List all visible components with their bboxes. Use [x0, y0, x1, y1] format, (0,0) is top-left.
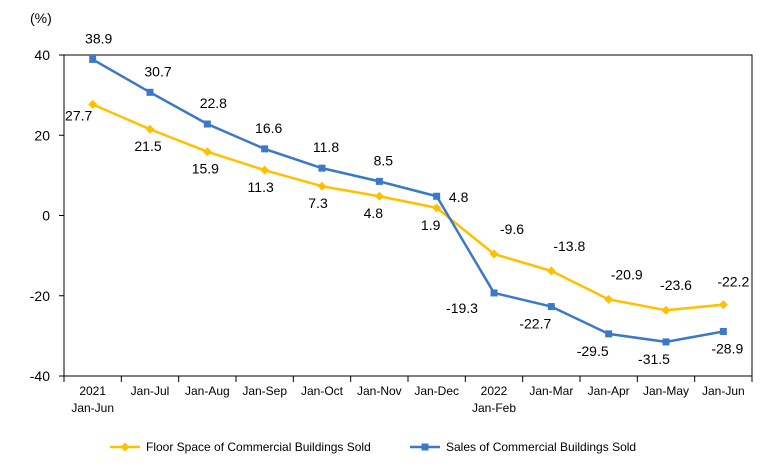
x-tick-label: Jan-Sep [242, 384, 287, 398]
x-tick-label: Jan-Nov [357, 384, 402, 398]
data-label: -19.3 [446, 300, 478, 316]
data-label: -23.6 [660, 277, 692, 293]
data-point-diamond [718, 300, 728, 310]
data-label: 22.8 [200, 95, 227, 111]
data-point-square [490, 289, 498, 297]
legend-marker-square [421, 443, 429, 451]
data-point-square [261, 145, 269, 153]
x-tick-label: Jan-Apr [588, 384, 630, 398]
data-point-square [547, 303, 555, 311]
data-point-square [605, 330, 613, 338]
x-tick-label: Jan-Aug [185, 384, 230, 398]
data-point-diamond [260, 165, 270, 175]
data-label: -28.9 [711, 340, 743, 356]
data-point-diamond [317, 181, 327, 191]
x-tick-label: Jan-Jun [702, 384, 745, 398]
data-label: -22.2 [717, 274, 749, 290]
y-axis-unit-label: (%) [30, 10, 52, 26]
series-line [92, 103, 724, 312]
data-label: 38.9 [85, 30, 112, 46]
data-label: 11.8 [313, 139, 339, 155]
data-label: -13.8 [553, 238, 585, 254]
data-label: 21.5 [134, 138, 161, 154]
data-label: 15.9 [192, 161, 219, 177]
data-label: 1.9 [421, 217, 441, 233]
data-label: 30.7 [144, 63, 171, 79]
data-label: 7.3 [308, 195, 328, 211]
data-label: -31.5 [638, 351, 670, 367]
y-tick-label: 20 [34, 127, 50, 143]
data-point-diamond [145, 124, 155, 134]
x-tick-label: Jan-Dec [414, 384, 459, 398]
data-label: -20.9 [611, 266, 643, 282]
y-tick-label: -20 [30, 288, 50, 304]
data-point-diamond [374, 191, 384, 201]
data-point-square [89, 55, 97, 63]
data-point-square [662, 338, 670, 346]
data-point-diamond [546, 266, 556, 276]
data-point-diamond [489, 249, 499, 259]
data-point-square [318, 164, 326, 172]
data-label: -29.5 [577, 343, 609, 359]
y-tick-label: 40 [34, 47, 50, 63]
data-label: -22.7 [519, 316, 551, 332]
x-tick-label: 2022 [481, 384, 508, 398]
data-point-square [203, 120, 211, 128]
legend-label: Floor Space of Commercial Buildings Sold [146, 440, 371, 454]
data-point-diamond [202, 147, 212, 157]
data-point-square [719, 327, 727, 335]
series-line [92, 58, 724, 344]
data-label: 4.8 [364, 205, 384, 221]
data-label: 11.3 [248, 179, 274, 195]
data-point-diamond [661, 305, 671, 315]
x-tick-label: 2021 [79, 384, 106, 398]
data-point-square [146, 88, 154, 96]
data-label: 16.6 [255, 120, 282, 136]
x-tick-label: Jan-Mar [529, 384, 573, 398]
x-tick-label: Jan-Oct [301, 384, 344, 398]
x-tick-label: Jan-Feb [472, 401, 516, 415]
data-point-square [433, 192, 441, 200]
y-tick-label: -40 [30, 368, 50, 384]
data-label: 4.8 [449, 189, 469, 205]
x-tick-label: Jan-Jun [71, 401, 114, 415]
data-label: 8.5 [374, 152, 394, 168]
data-point-diamond [432, 203, 442, 213]
data-point-diamond [88, 99, 98, 109]
data-point-diamond [604, 294, 614, 304]
x-tick-label: Jan-Jul [131, 384, 170, 398]
y-tick-label: 0 [42, 208, 50, 224]
data-label: 27.7 [65, 107, 92, 123]
legend-label: Sales of Commercial Buildings Sold [446, 440, 636, 454]
data-point-square [375, 177, 383, 185]
legend-marker-diamond [120, 442, 130, 452]
data-label: -9.6 [500, 221, 524, 237]
x-tick-label: Jan-May [643, 384, 689, 398]
